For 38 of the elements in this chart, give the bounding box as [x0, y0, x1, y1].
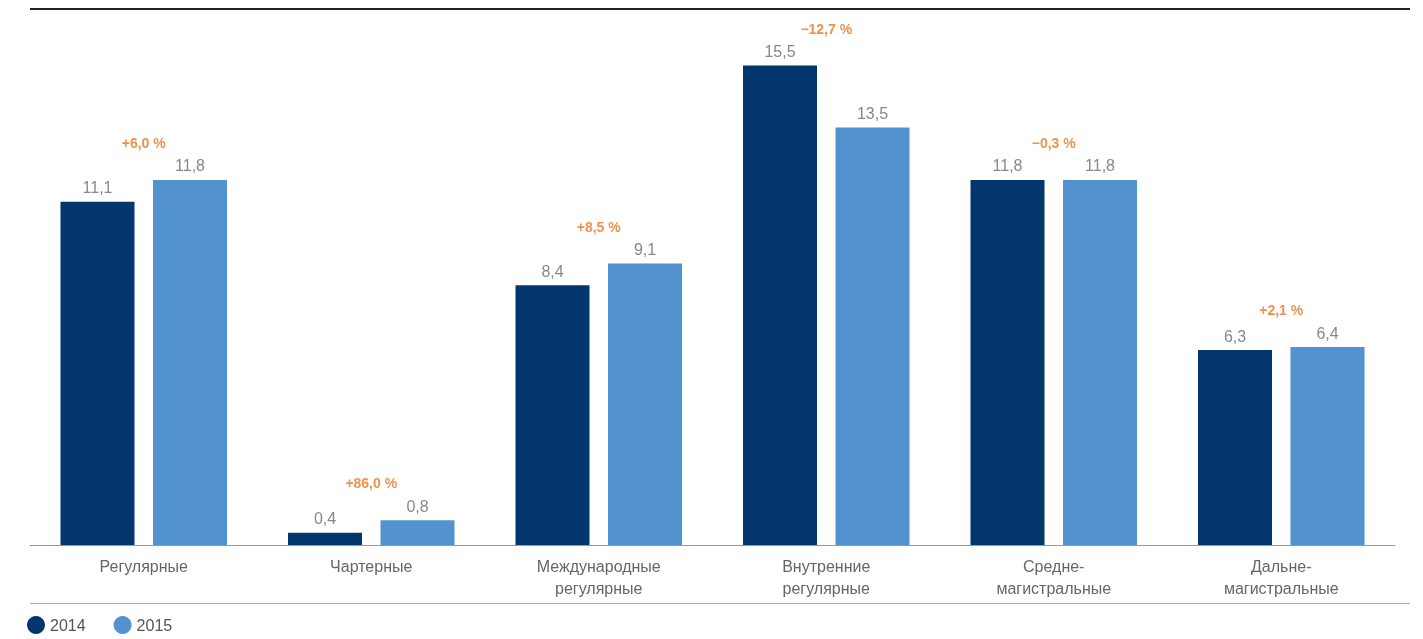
- data-label: 0,4: [313, 510, 337, 528]
- bar: [1290, 347, 1365, 545]
- legend-label: 2014: [50, 616, 86, 634]
- bar: [835, 127, 910, 545]
- x-tick-label: Чартерные: [330, 557, 413, 575]
- text: −12,7 %: [800, 20, 853, 37]
- data-label: 15,5: [764, 43, 796, 61]
- data-label: 13,5: [856, 104, 889, 122]
- bar: [60, 201, 135, 545]
- bar: [515, 285, 590, 545]
- data-label: 11,8: [992, 157, 1023, 175]
- annotation: +86,0 %: [345, 475, 398, 492]
- data-label: 11,8: [1085, 157, 1116, 175]
- bar: [288, 532, 362, 545]
- bar: [153, 179, 227, 545]
- data-label: 6,3: [1223, 327, 1247, 345]
- x-tick-label: Средне- магистральные: [996, 557, 1112, 597]
- legend-label: 2015: [136, 616, 173, 634]
- bar: [970, 179, 1045, 545]
- annotation: −0,3 %: [1031, 134, 1077, 151]
- annotation: +8,5 %: [576, 218, 622, 235]
- x-tick-label: Внутренние регулярные: [782, 557, 871, 597]
- data-label: 8,4: [541, 262, 564, 280]
- data-label: 6,4: [1316, 324, 1339, 342]
- annotation: +2,1 %: [1259, 302, 1304, 319]
- bar: [1063, 179, 1137, 545]
- x-tick-label: Регулярные: [99, 557, 189, 575]
- bar: [380, 520, 455, 545]
- bar: [1198, 350, 1272, 545]
- bar: [743, 65, 817, 545]
- data-label: 11,8: [175, 157, 206, 175]
- x-tick-label: Дальне- магистральные: [1223, 557, 1339, 597]
- bar: [608, 263, 682, 545]
- x-tick-label: Международные регулярные: [536, 557, 661, 597]
- data-label: 9,1: [633, 241, 657, 259]
- data-label: 0,8: [406, 497, 429, 515]
- annotation: +6,0 %: [121, 134, 167, 151]
- data-label: 11,1: [82, 179, 113, 197]
